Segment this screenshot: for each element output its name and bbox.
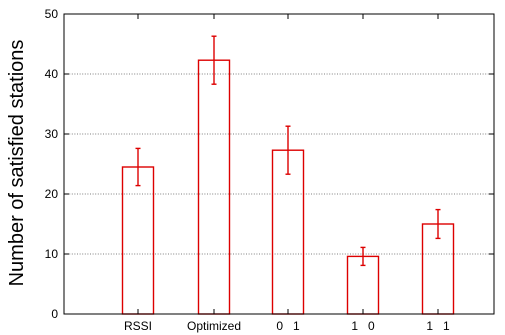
x-labels-layer: RSSI Optimized 0 1 1 0 1 1: [124, 319, 450, 333]
bars-layer: [121, 35, 455, 315]
x-tick-label-2: 0 1: [276, 319, 300, 333]
y-tick-label-50: 50: [45, 7, 59, 21]
x-tick-label-4: 1 1: [426, 319, 450, 333]
grid-layer: [64, 73, 494, 255]
y-tick-label-40: 40: [45, 67, 59, 81]
bar-0: [121, 166, 155, 315]
y-tick-label-20: 20: [45, 187, 59, 201]
bar-1: [197, 59, 231, 315]
y-tick-label-0: 0: [51, 307, 58, 321]
x-tick-label-3: 1 0: [351, 319, 375, 333]
y-axis-label: Number of satisfied stations: [6, 40, 28, 287]
y-tick-label-10: 10: [45, 247, 59, 261]
y-tick-label-30: 30: [45, 127, 59, 141]
ticks-layer: 0 10 20 30 40 50: [45, 7, 494, 321]
x-tick-label-0: RSSI: [124, 319, 152, 333]
x-tick-label-1: Optimized: [187, 319, 241, 333]
plot-frame: [63, 13, 495, 315]
